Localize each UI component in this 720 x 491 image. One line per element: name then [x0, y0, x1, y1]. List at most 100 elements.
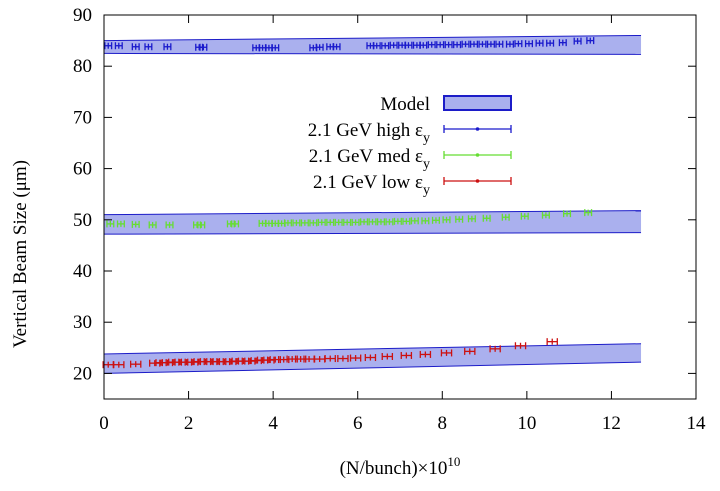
data-point	[343, 218, 352, 226]
data-point	[541, 211, 550, 219]
data-point	[294, 355, 307, 363]
x-axis-label-exponent: 10	[447, 454, 460, 469]
data-point	[464, 347, 476, 355]
data-point	[524, 40, 534, 48]
data-point	[180, 358, 193, 366]
data-point	[546, 39, 555, 47]
data-point	[478, 40, 487, 48]
data-point	[514, 342, 527, 350]
model-band-upper-edge-2	[103, 343, 642, 355]
data-point	[104, 42, 113, 50]
x-tick-label: 12	[602, 413, 621, 434]
data-point	[317, 218, 326, 226]
data-point	[573, 37, 582, 45]
data-point	[315, 43, 324, 51]
data-point	[129, 360, 142, 368]
series-1	[106, 209, 593, 229]
x-tick-label: 14	[687, 413, 707, 434]
model-band-lower-edge-0	[103, 52, 642, 55]
y-tick-label: 30	[73, 312, 92, 333]
data-point	[337, 355, 349, 363]
model-band-0	[104, 35, 642, 55]
data-point	[444, 41, 453, 49]
data-point	[514, 40, 523, 48]
data-point	[376, 218, 386, 226]
data-point	[558, 39, 567, 47]
y-tick-label: 50	[73, 210, 92, 231]
y-tick-label: 70	[73, 107, 92, 128]
data-point	[148, 221, 157, 229]
data-point	[482, 214, 491, 222]
data-point	[163, 43, 172, 51]
data-point	[410, 217, 419, 225]
data-point	[131, 43, 140, 51]
y-axis-label: Vertical Beam Size (μm)	[10, 160, 31, 348]
data-point	[535, 39, 544, 47]
data-point	[546, 338, 558, 346]
y-tick-label: 90	[73, 5, 92, 26]
data-point	[326, 218, 335, 226]
data-point	[489, 345, 501, 353]
legend-key-series-1	[443, 151, 512, 159]
data-point	[400, 351, 413, 359]
data-point	[349, 354, 362, 362]
legend-key-series-0	[443, 125, 512, 133]
x-tick-label: 4	[268, 413, 278, 434]
data-point	[495, 40, 504, 48]
data-point	[300, 219, 309, 227]
legend-key-dot	[475, 179, 480, 183]
data-point	[385, 218, 394, 226]
series-2	[102, 338, 558, 369]
data-point	[271, 44, 280, 52]
data-point	[520, 212, 529, 220]
legend-label-model: Model	[380, 94, 430, 115]
data-point	[461, 40, 470, 48]
legend-label-series-1: 2.1 GeV med εy	[309, 146, 430, 172]
x-tick-label: 0	[99, 413, 109, 434]
data-point	[309, 219, 318, 227]
data-point	[131, 220, 140, 228]
data-point	[469, 40, 479, 48]
data-point	[442, 216, 451, 224]
data-point	[586, 37, 595, 45]
model-band-upper-edge-1	[103, 210, 642, 216]
data-point	[404, 41, 413, 49]
legend-label-series-0: 2.1 GeV high εy	[308, 120, 430, 146]
model-band-upper-edge-0	[103, 34, 642, 42]
legend-key-dot	[475, 127, 480, 131]
series-0	[104, 37, 595, 52]
x-axis-label: (N/bunch)×1010	[340, 454, 461, 479]
data-point	[283, 219, 292, 227]
data-point	[368, 218, 377, 226]
data-series	[102, 37, 595, 369]
x-tick-label: 8	[438, 413, 448, 434]
data-point	[381, 42, 390, 50]
legend: Model 2.1 GeV high εy2.1 GeV med εy2.1 Ge…	[308, 94, 512, 198]
data-point	[455, 215, 464, 223]
data-point	[165, 221, 174, 229]
data-point	[467, 215, 476, 223]
data-point	[197, 221, 206, 229]
data-point	[419, 41, 428, 49]
y-tick-label: 80	[73, 56, 92, 77]
data-point	[584, 209, 593, 217]
legend-key-model	[443, 95, 512, 111]
data-point	[505, 40, 514, 48]
data-point	[116, 220, 125, 228]
data-point	[372, 42, 381, 50]
data-point	[402, 217, 411, 225]
x-tick-label: 10	[517, 413, 536, 434]
data-point	[113, 361, 125, 369]
legend-key-series-2	[443, 177, 512, 185]
data-point	[453, 41, 462, 49]
data-point	[324, 355, 336, 363]
y-tick-label: 40	[73, 261, 92, 282]
x-tick-label: 6	[353, 413, 363, 434]
data-point	[440, 349, 453, 357]
axis-ticks: 0 2 4 6 8 10 12 14 20 30 40 50 60 70 80 90	[73, 5, 706, 434]
legend-label-series-2: 2.1 GeV low εy	[313, 172, 430, 198]
legend-key-dot	[475, 153, 480, 157]
data-point	[332, 43, 341, 51]
data-point	[389, 41, 398, 49]
